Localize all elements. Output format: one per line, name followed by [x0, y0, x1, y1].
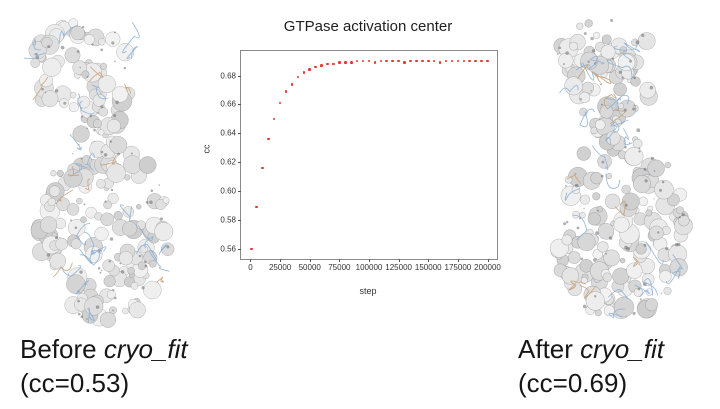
data-point: [391, 59, 394, 63]
data-point: [456, 59, 460, 63]
data-point: [444, 59, 448, 63]
x-tick-label: 200000: [474, 263, 501, 272]
after-density-map-image: [549, 18, 693, 320]
tool-name: cryo_fit: [580, 334, 664, 364]
x-tick-label: 25000: [268, 263, 292, 272]
y-tick-label: 0.58: [220, 215, 236, 225]
y-tick-mark: [238, 162, 241, 164]
cc-vs-step-chart: GTPase activation center cc 0 25000 50000 7…: [200, 14, 512, 304]
data-point: [421, 59, 424, 63]
data-point: [409, 59, 412, 63]
y-tick-mark: [238, 104, 241, 106]
data-point: [397, 59, 400, 63]
data-point: [332, 62, 335, 66]
x-tick-label: 75000: [328, 263, 351, 272]
y-tick-mark: [238, 75, 241, 77]
after-cc-value: (cc=0.69): [518, 368, 628, 398]
y-axis-label: cc: [201, 144, 212, 154]
x-tick-label: 125000: [385, 263, 412, 272]
data-point: [302, 71, 306, 74]
data-point: [278, 101, 282, 105]
data-point: [432, 59, 436, 63]
data-point: [290, 82, 294, 86]
y-tick-label: 0.60: [220, 186, 236, 196]
x-tick-mark: [369, 259, 370, 262]
data-point: [480, 59, 483, 63]
x-tick-mark: [487, 259, 489, 262]
plot-area: 0 25000 50000 75000 100000 125000 150000 175000…: [220, 50, 501, 272]
data-point: [250, 247, 253, 251]
x-tick-label: 0: [248, 263, 253, 272]
y-tick-label: 0.64: [220, 128, 236, 138]
data-point: [403, 61, 406, 64]
data-point: [462, 59, 466, 63]
x-tick-mark: [428, 259, 430, 262]
data-point: [338, 61, 341, 64]
data-point: [474, 59, 477, 63]
before-caption-text: Before: [20, 334, 104, 364]
data-point: [361, 59, 365, 63]
x-tick-label: 50000: [298, 263, 321, 272]
x-tick-label: 100000: [355, 263, 383, 272]
y-tick-label: 0.68: [220, 71, 236, 81]
data-point: [373, 61, 377, 64]
data-point: [367, 59, 371, 63]
data-point: [349, 61, 353, 64]
data-point: [266, 137, 270, 141]
data-point: [314, 65, 317, 69]
before-density-map-image: [23, 18, 175, 328]
x-tick-label: 175000: [444, 263, 472, 272]
data-point: [415, 59, 418, 63]
y-tick-mark: [238, 133, 241, 135]
y-tick-label: 0.66: [220, 99, 236, 109]
y-tick-mark: [238, 220, 241, 221]
data-point: [355, 59, 359, 63]
data-point: [308, 68, 312, 72]
data-point: [261, 166, 264, 170]
chart-title: GTPase activation center: [283, 18, 453, 35]
tool-name: cryo_fit: [103, 334, 188, 364]
x-tick-mark: [250, 259, 252, 262]
data-point: [450, 59, 454, 63]
data-point: [255, 205, 258, 209]
data-point: [486, 59, 489, 63]
x-tick-mark: [309, 259, 311, 262]
data-point: [426, 59, 430, 63]
before-caption-line1: Before cryo_fit: [20, 332, 188, 366]
before-caption: Before cryo_fit (cc=0.53): [20, 332, 188, 400]
data-point: [438, 61, 442, 64]
x-tick-mark: [280, 259, 282, 262]
after-caption-line1: After cryo_fit: [518, 332, 664, 366]
y-tick-mark: [238, 191, 241, 193]
data-point: [326, 62, 329, 66]
data-point: [343, 61, 347, 64]
after-caption-text: After: [518, 334, 581, 364]
y-tick-label: 0.56: [220, 244, 236, 254]
x-tick-mark: [339, 259, 341, 262]
x-axis-label: step: [359, 286, 377, 296]
data-point: [284, 90, 288, 93]
data-point: [385, 59, 389, 63]
data-point: [320, 64, 323, 67]
data-point: [272, 117, 276, 121]
before-cc-value: (cc=0.53): [20, 368, 130, 398]
data-point: [468, 59, 472, 63]
y-tick-mark: [238, 248, 241, 250]
x-tick-mark: [398, 259, 400, 262]
x-tick-label: 150000: [414, 263, 442, 272]
y-tick-label: 0.62: [220, 157, 236, 167]
data-point: [296, 75, 300, 79]
x-tick-mark: [457, 259, 459, 262]
after-caption: After cryo_fit (cc=0.69): [518, 332, 664, 400]
data-point: [379, 59, 383, 63]
